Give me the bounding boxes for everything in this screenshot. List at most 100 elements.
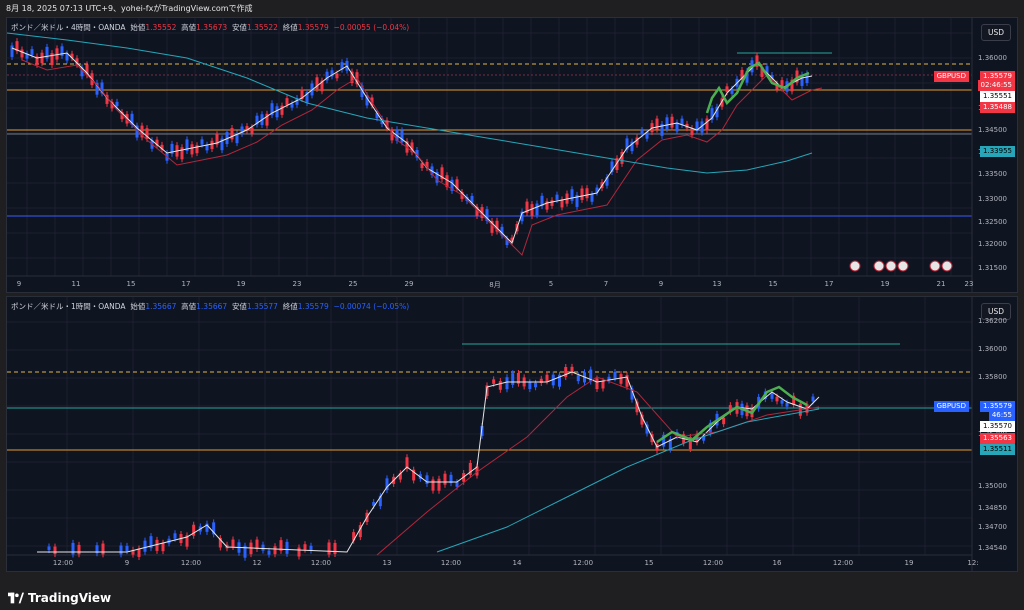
candle-body xyxy=(680,118,684,126)
candle-body xyxy=(215,134,219,145)
candle-body xyxy=(170,143,174,154)
candle-body xyxy=(270,103,274,116)
candle-body xyxy=(273,546,277,555)
candle-body xyxy=(595,187,599,193)
candle-body xyxy=(620,151,624,164)
change-value: −0.00055 (−0.04%) xyxy=(333,23,410,32)
candle-body xyxy=(625,375,629,387)
candle-body xyxy=(435,172,439,183)
candle-body xyxy=(10,45,14,57)
x-axis-label: 14 xyxy=(512,559,522,567)
countdown-tag: 46:55 xyxy=(988,410,1015,421)
event-flag-icon xyxy=(849,260,861,272)
candle-body xyxy=(25,53,29,59)
candle-body xyxy=(303,544,307,550)
candle-body xyxy=(540,195,544,207)
candle-body xyxy=(335,73,339,79)
candle-body xyxy=(516,373,520,384)
candle-body xyxy=(545,374,549,382)
candle-body xyxy=(425,475,429,484)
candle-body xyxy=(449,474,453,484)
ma-red-tag: 1.35488 xyxy=(980,102,1015,113)
candle-body xyxy=(135,125,139,138)
chart-4h-canvas[interactable] xyxy=(7,18,1017,292)
candle-body xyxy=(539,378,543,383)
y-axis-label: 1.34500 xyxy=(978,126,1007,134)
candle-body xyxy=(65,53,69,61)
x-axis-label: 16 xyxy=(772,559,782,567)
chart-pane-1h[interactable]: ポンド／米ドル・1時間・OANDA 始値1.35667 高値1.35667 安値… xyxy=(6,296,1018,572)
candle-body xyxy=(780,80,784,89)
x-axis-label: 5 xyxy=(548,280,554,288)
candle-body xyxy=(415,150,419,158)
candle-body xyxy=(285,98,289,105)
candle-body xyxy=(640,130,644,135)
candle-body xyxy=(576,375,580,382)
candle-body xyxy=(185,139,189,151)
close-value: 1.35579 xyxy=(297,23,329,32)
candle-body xyxy=(475,206,479,217)
open-label: 始値 xyxy=(130,23,146,32)
currency-button[interactable]: USD xyxy=(980,24,1011,41)
candle-body xyxy=(437,478,441,491)
x-axis-label: 17 xyxy=(181,280,191,288)
candle-body xyxy=(75,58,79,65)
ma-mid-line xyxy=(21,59,823,256)
ma-slow-line xyxy=(436,408,820,553)
ma-mid-line xyxy=(376,376,820,556)
candle-body xyxy=(275,106,279,118)
candle-body xyxy=(352,532,356,541)
candle-body xyxy=(725,86,729,93)
candle-body xyxy=(528,382,532,390)
chart-pane-4h[interactable]: ポンド／米ドル・4時間・OANDA 始値1.35552 高値1.35673 安値… xyxy=(6,17,1018,293)
x-axis-label: 15 xyxy=(644,559,654,567)
candle-body xyxy=(662,434,666,447)
candle-body xyxy=(60,46,64,56)
candle-body xyxy=(450,179,454,191)
chart-1h-canvas[interactable] xyxy=(7,297,1017,571)
y-axis-label: 1.36000 xyxy=(978,345,1007,353)
candle-body xyxy=(792,395,796,405)
x-axis-label: 12:00 xyxy=(52,559,74,567)
candle-body xyxy=(155,539,159,551)
ma-white-tag: 1.35570 xyxy=(980,421,1015,432)
candle-body xyxy=(190,144,194,155)
legend-title: ポンド／米ドル・4時間・OANDA xyxy=(11,23,126,32)
candle-body xyxy=(728,405,732,413)
candle-body xyxy=(105,94,109,104)
candle-body xyxy=(558,374,561,387)
countdown-tag: 02:46:55 xyxy=(977,80,1015,91)
candle-body xyxy=(218,537,222,548)
low-label: 安値 xyxy=(231,23,247,32)
candle-body xyxy=(398,473,402,480)
candle-body xyxy=(492,379,496,384)
candle-body xyxy=(95,82,99,95)
candle-body xyxy=(230,128,234,140)
candle-body xyxy=(675,122,679,132)
candle-body xyxy=(431,479,435,491)
open-label: 始値 xyxy=(130,302,146,311)
candle-body xyxy=(297,547,301,557)
candle-body xyxy=(55,48,59,60)
candle-body xyxy=(595,378,599,390)
candle-body xyxy=(443,473,447,485)
candle-body xyxy=(320,80,324,92)
currency-button[interactable]: USD xyxy=(980,303,1011,320)
x-axis-label: 9 xyxy=(658,280,664,288)
candle-body xyxy=(635,401,639,413)
candle-body xyxy=(645,424,649,434)
candle-body xyxy=(400,130,404,143)
candle-body xyxy=(625,138,629,150)
candle-body xyxy=(601,380,605,389)
candle-body xyxy=(225,132,229,145)
candle-body xyxy=(580,188,584,200)
open-value: 1.35667 xyxy=(145,302,177,311)
candle-body xyxy=(511,373,515,385)
x-axis-label: 12: xyxy=(967,559,979,567)
candle-body xyxy=(280,105,284,115)
ma-slow-line xyxy=(7,32,813,174)
candle-body xyxy=(775,83,779,90)
x-axis-label: 9 xyxy=(124,559,130,567)
x-axis-label: 12:00 xyxy=(572,559,594,567)
tradingview-logo[interactable]: TradingView xyxy=(8,591,111,605)
